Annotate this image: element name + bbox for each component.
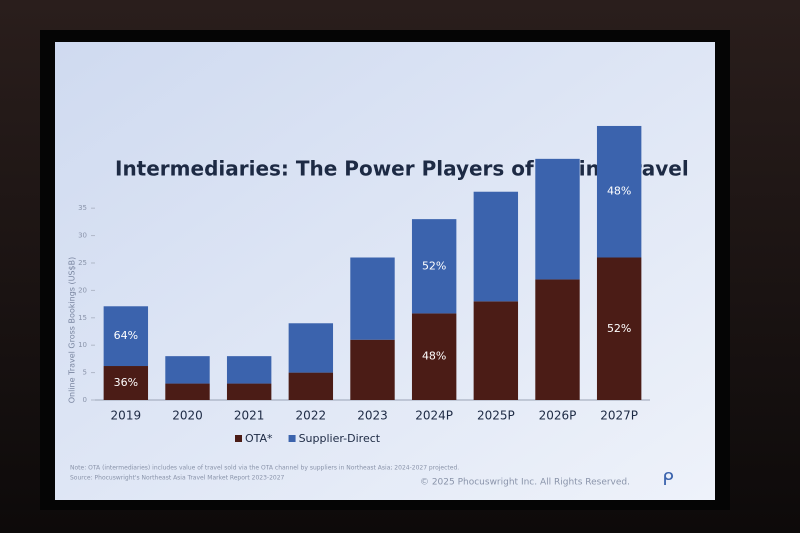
x-tick-label: 2027P xyxy=(600,409,638,423)
legend-swatch xyxy=(288,435,296,442)
y-tick-label: 10 xyxy=(78,341,87,349)
bar-segment xyxy=(288,323,334,373)
x-tick-label: 2023 xyxy=(357,409,388,423)
bar-segment xyxy=(473,191,519,302)
x-tick-label: 2026P xyxy=(539,409,577,423)
x-tick-label: 2019 xyxy=(111,409,142,423)
bar-segment xyxy=(288,372,334,400)
bar-segment xyxy=(103,366,149,400)
bar-segment xyxy=(535,279,580,400)
x-tick-label: 2022 xyxy=(296,409,327,423)
y-axis-label: Online Travel Gross Bookings (US$B) xyxy=(68,257,77,404)
copyright: © 2025 Phocuswright Inc. All Rights Rese… xyxy=(420,478,630,488)
data-label: 36% xyxy=(114,376,138,389)
x-tick-label: 2024P xyxy=(415,409,453,423)
bar-segment xyxy=(411,313,457,400)
bar-segment xyxy=(226,356,272,384)
data-label: 52% xyxy=(422,259,446,272)
bar-segment xyxy=(226,383,272,400)
bar-segment xyxy=(596,125,642,258)
y-tick-label: 15 xyxy=(78,314,87,322)
bar-segment xyxy=(535,158,580,280)
y-tick-label: 30 xyxy=(78,232,87,240)
bar-segment xyxy=(473,301,519,400)
legend-label: Supplier-Direct xyxy=(299,432,381,445)
chart-title: Intermediaries: The Power Players of Onl… xyxy=(115,157,689,181)
legend-label: OTA* xyxy=(245,432,273,445)
bar-segment xyxy=(165,383,210,400)
y-tick-label: 0 xyxy=(83,396,87,404)
data-label: 48% xyxy=(422,350,446,363)
data-label: 48% xyxy=(607,185,631,198)
y-tick-label: 5 xyxy=(83,369,87,377)
y-tick-label: 35 xyxy=(78,204,87,212)
data-label: 64% xyxy=(114,329,138,342)
bar-segment xyxy=(165,356,210,384)
bar-segment xyxy=(596,257,642,400)
y-tick-label: 25 xyxy=(78,259,87,267)
data-label: 52% xyxy=(607,322,631,335)
logo: ᑭ xyxy=(662,469,673,490)
x-tick-label: 2020 xyxy=(172,409,203,423)
x-tick-label: 2025P xyxy=(477,409,515,423)
bar-segment xyxy=(103,306,149,367)
bar-segment xyxy=(350,257,395,340)
source: Source: Phocuswright's Northeast Asia Tr… xyxy=(70,475,285,482)
y-tick-label: 20 xyxy=(78,286,87,294)
legend-swatch xyxy=(235,435,242,442)
bar-segment xyxy=(350,339,395,400)
bar-segment xyxy=(411,219,457,314)
x-tick-label: 2021 xyxy=(234,409,265,423)
note: Note: OTA (intermediaries) includes valu… xyxy=(70,465,459,472)
